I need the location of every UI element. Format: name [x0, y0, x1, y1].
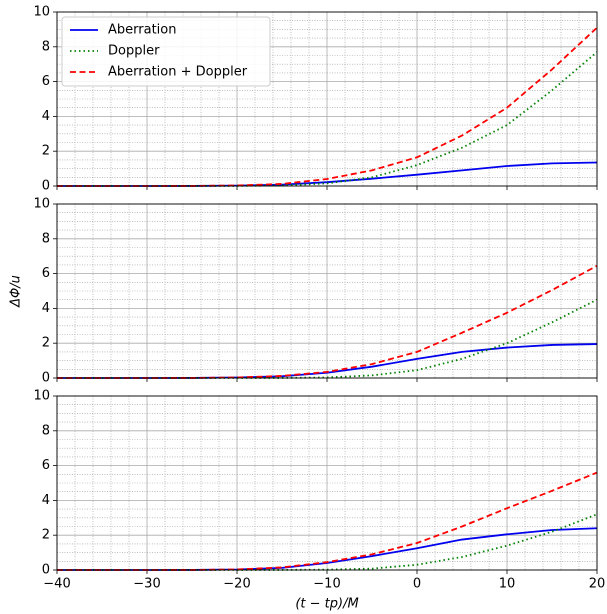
x-tick-label: 10 — [499, 577, 516, 592]
y-tick-label: 8 — [42, 423, 50, 438]
y-tick-label: 6 — [42, 266, 50, 281]
x-tick-label: 0 — [413, 577, 421, 592]
y-tick-label: 8 — [42, 39, 50, 54]
y-tick-label: 6 — [42, 458, 50, 473]
y-tick-label: 4 — [42, 301, 50, 316]
x-axis-label: (t − tp)/M — [295, 597, 358, 612]
legend-label: Aberration — [108, 23, 176, 38]
y-tick-label: 10 — [33, 197, 50, 212]
y-tick-label: 4 — [42, 109, 50, 124]
x-tick-label: 20 — [589, 577, 606, 592]
y-tick-label: 0 — [42, 179, 50, 194]
legend-box — [61, 16, 271, 87]
axes-frame — [56, 203, 598, 379]
x-tick-label: −30 — [133, 577, 160, 592]
x-tick-label: −20 — [223, 577, 250, 592]
legend-label: Aberration + Doppler — [108, 65, 248, 80]
y-tick-label: 10 — [33, 389, 50, 404]
x-tick-label: −40 — [43, 577, 70, 592]
axes-frame — [56, 11, 598, 187]
y-tick-label: 10 — [33, 5, 50, 20]
y-tick-label: 2 — [42, 144, 50, 159]
y-tick-label: 0 — [42, 563, 50, 578]
subplot: 0 2 4 6 8 10 ΔΦ/u — [9, 197, 598, 386]
y-tick-label: 4 — [42, 493, 50, 508]
y-tick-label: 8 — [42, 231, 50, 246]
y-tick-label: 0 — [42, 371, 50, 386]
axes-frame — [56, 395, 598, 571]
y-tick-label: 2 — [42, 336, 50, 351]
y-tick-label: 6 — [42, 74, 50, 89]
x-tick-label: −10 — [313, 577, 340, 592]
y-tick-label: 2 — [42, 528, 50, 543]
legend-label: Doppler — [108, 44, 160, 59]
subplot: −40 −30 −20 −10 0 10 20 0 2 4 6 8 10 (t − tp)/M — [33, 389, 605, 612]
subplot: 0 2 4 6 8 10 Aberration Doppler Aberration + Dop… — [33, 5, 598, 194]
y-axis-label: ΔΦ/u — [9, 275, 24, 308]
legend: Aberration Doppler Aberration + Doppler — [61, 16, 271, 87]
